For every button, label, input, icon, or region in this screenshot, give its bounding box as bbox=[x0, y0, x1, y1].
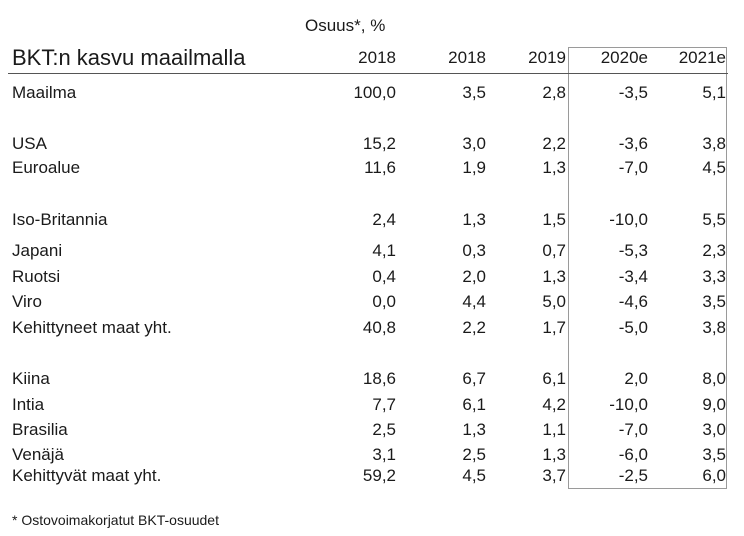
cell-forecast-2020e: -4,6 bbox=[618, 292, 648, 311]
cell-forecast-2020e: -3,4 bbox=[618, 267, 648, 286]
row-label: Venäjä bbox=[12, 445, 64, 464]
cell-growth-2019: 2,8 bbox=[542, 83, 566, 102]
cell-growth-2019: 5,0 bbox=[542, 292, 566, 311]
cell-forecast-2021e: 3,0 bbox=[702, 420, 726, 439]
cell-growth-2018: 2,5 bbox=[462, 445, 486, 464]
cell-forecast-2020e: -7,0 bbox=[618, 158, 648, 177]
cell-share-2018: 7,7 bbox=[372, 395, 396, 414]
row-label: Euroalue bbox=[12, 158, 81, 177]
cell-share-2018: 2,4 bbox=[372, 210, 396, 229]
cell-growth-2019: 3,7 bbox=[542, 466, 566, 485]
cell-growth-2018: 1,3 bbox=[462, 420, 486, 439]
cell-growth-2019: 1,3 bbox=[542, 445, 566, 464]
cell-forecast-2021e: 9,0 bbox=[702, 395, 726, 414]
cell-growth-2019: 1,7 bbox=[542, 318, 566, 337]
cell-share-2018: 0,0 bbox=[372, 292, 396, 311]
column-header-share-2018: 2018 bbox=[358, 48, 396, 67]
row-label: USA bbox=[12, 134, 47, 153]
cell-growth-2019: 1,3 bbox=[542, 158, 566, 177]
share-column-label: Osuus*, % bbox=[305, 16, 386, 35]
cell-forecast-2020e: -2,5 bbox=[618, 466, 648, 485]
cell-forecast-2020e: -3,6 bbox=[618, 134, 648, 153]
cell-forecast-2020e: -10,0 bbox=[609, 210, 648, 229]
cell-growth-2018: 4,4 bbox=[462, 292, 486, 311]
cell-growth-2019: 6,1 bbox=[542, 369, 566, 388]
cell-growth-2019: 1,5 bbox=[542, 210, 566, 229]
cell-forecast-2021e: 5,1 bbox=[702, 83, 726, 102]
forecast-highlight-box bbox=[568, 47, 727, 489]
footnote: * Ostovoimakorjatut BKT-osuudet bbox=[12, 512, 219, 528]
row-label: Viro bbox=[12, 292, 42, 311]
cell-growth-2018: 6,1 bbox=[462, 395, 486, 414]
cell-growth-2018: 2,0 bbox=[462, 267, 486, 286]
cell-growth-2019: 4,2 bbox=[542, 395, 566, 414]
cell-share-2018: 2,5 bbox=[372, 420, 396, 439]
cell-share-2018: 100,0 bbox=[353, 83, 396, 102]
cell-forecast-2020e: -10,0 bbox=[609, 395, 648, 414]
row-label: Brasilia bbox=[12, 420, 68, 439]
table-title: BKT:n kasvu maailmalla bbox=[12, 45, 246, 70]
cell-forecast-2021e: 3,8 bbox=[702, 318, 726, 337]
row-label: Kiina bbox=[12, 369, 50, 388]
cell-forecast-2021e: 8,0 bbox=[702, 369, 726, 388]
cell-growth-2018: 6,7 bbox=[462, 369, 486, 388]
cell-forecast-2021e: 5,5 bbox=[702, 210, 726, 229]
row-label: Iso-Britannia bbox=[12, 210, 108, 229]
cell-share-2018: 15,2 bbox=[362, 134, 396, 153]
cell-growth-2019: 1,3 bbox=[542, 267, 566, 286]
cell-forecast-2020e: -5,0 bbox=[618, 318, 648, 337]
cell-forecast-2021e: 2,3 bbox=[702, 241, 726, 260]
cell-forecast-2020e: -3,5 bbox=[618, 83, 648, 102]
row-label: Kehittyvät maat yht. bbox=[12, 466, 162, 485]
row-label: Intia bbox=[12, 395, 45, 414]
row-label: Kehittyneet maat yht. bbox=[12, 318, 172, 337]
cell-growth-2018: 4,5 bbox=[462, 466, 486, 485]
cell-forecast-2020e: -7,0 bbox=[618, 420, 648, 439]
cell-growth-2019: 0,7 bbox=[542, 241, 566, 260]
cell-growth-2018: 2,2 bbox=[462, 318, 486, 337]
column-header-2021e: 2021e bbox=[678, 48, 726, 67]
row-label: Maailma bbox=[12, 83, 77, 102]
cell-share-2018: 59,2 bbox=[362, 466, 396, 485]
cell-share-2018: 40,8 bbox=[362, 318, 396, 337]
cell-share-2018: 11,6 bbox=[364, 158, 396, 177]
column-header-2019: 2019 bbox=[528, 48, 566, 67]
cell-forecast-2021e: 4,5 bbox=[702, 158, 726, 177]
cell-growth-2018: 1,9 bbox=[462, 158, 486, 177]
cell-share-2018: 0,4 bbox=[372, 267, 396, 286]
cell-growth-2019: 2,2 bbox=[542, 134, 566, 153]
row-label: Ruotsi bbox=[12, 267, 61, 286]
cell-share-2018: 4,1 bbox=[372, 241, 396, 260]
row-label: Japani bbox=[12, 241, 63, 260]
cell-growth-2018: 3,5 bbox=[462, 83, 486, 102]
cell-growth-2019: 1,1 bbox=[542, 420, 566, 439]
cell-forecast-2020e: -5,3 bbox=[618, 241, 648, 260]
column-header-2018: 2018 bbox=[448, 48, 486, 67]
cell-share-2018: 3,1 bbox=[372, 445, 396, 464]
cell-forecast-2020e: 2,0 bbox=[624, 369, 648, 388]
cell-forecast-2021e: 3,5 bbox=[702, 445, 726, 464]
cell-forecast-2021e: 6,0 bbox=[702, 466, 726, 485]
cell-growth-2018: 1,3 bbox=[462, 210, 486, 229]
header-rule bbox=[8, 73, 728, 74]
cell-share-2018: 18,6 bbox=[362, 369, 396, 388]
cell-forecast-2021e: 3,3 bbox=[702, 267, 726, 286]
cell-forecast-2021e: 3,5 bbox=[702, 292, 726, 311]
column-header-2020e: 2020e bbox=[600, 48, 648, 67]
cell-forecast-2021e: 3,8 bbox=[702, 134, 726, 153]
cell-growth-2018: 0,3 bbox=[462, 241, 486, 260]
cell-forecast-2020e: -6,0 bbox=[618, 445, 648, 464]
cell-growth-2018: 3,0 bbox=[462, 134, 486, 153]
